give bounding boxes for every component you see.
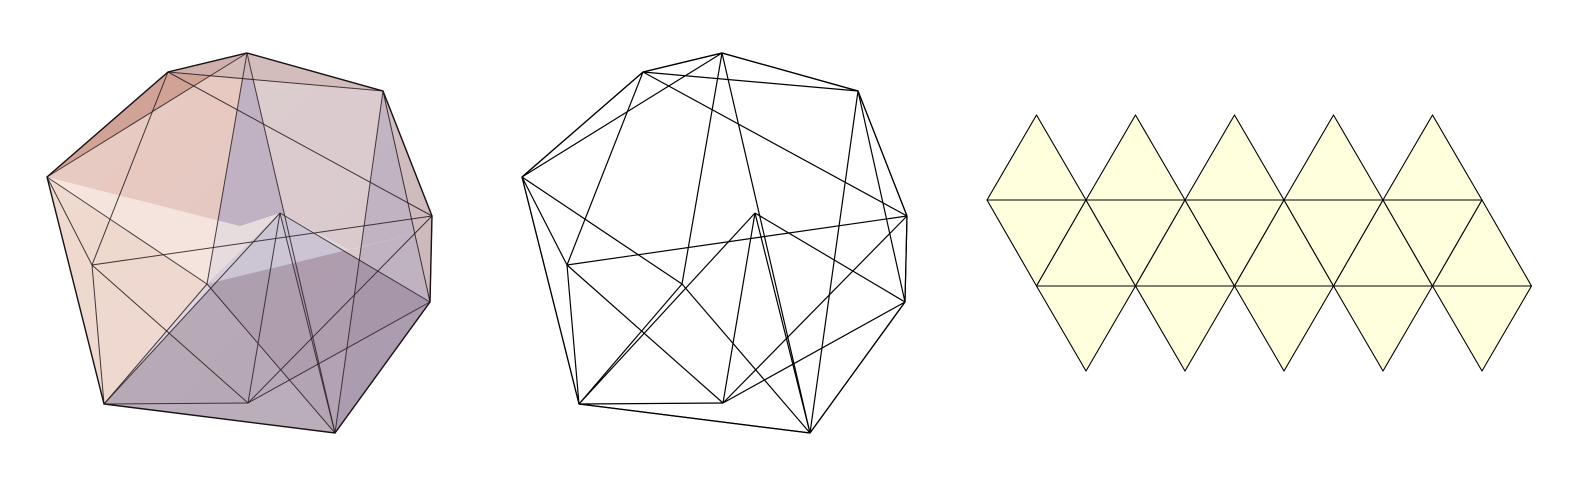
wire-edge (809, 90, 859, 434)
wire-edge (642, 71, 859, 92)
solid-edge (279, 212, 431, 303)
solid-edge (91, 71, 169, 266)
solid-edge (91, 264, 105, 405)
wire-edge (754, 212, 811, 434)
wire-edge (566, 215, 908, 266)
net-triangle (1035, 285, 1137, 372)
wire-edge (566, 264, 580, 405)
front-face (104, 213, 335, 433)
solid-edge (103, 212, 281, 405)
wire-edge (681, 52, 723, 285)
solid-edge (247, 301, 431, 404)
wire-edge (722, 301, 906, 404)
front-face (47, 177, 207, 404)
wire-edge (721, 52, 811, 434)
net-triangle (1184, 114, 1285, 201)
icosahedron-net (986, 114, 1533, 372)
wireframe-icosahedron (521, 52, 908, 434)
wire-edge (521, 176, 683, 285)
net-triangle (1382, 114, 1483, 201)
net-triangle (1332, 285, 1434, 372)
wire-edge (578, 402, 724, 405)
wire-edge (566, 71, 644, 266)
wire-edge (754, 212, 906, 303)
wire-edge (566, 264, 724, 404)
solid-edge (246, 52, 336, 434)
wire-edge (578, 283, 683, 405)
net-triangle (1431, 285, 1533, 372)
solid-edge (247, 215, 433, 404)
solid-edge (206, 283, 336, 434)
wire-edge (722, 215, 908, 404)
solid-edge (103, 402, 249, 405)
wire-edge (681, 283, 811, 434)
solid-edge (46, 52, 248, 178)
highlight-face (47, 177, 280, 284)
highlight-face (207, 213, 430, 284)
wire-edge (722, 212, 756, 404)
solid-outline (46, 52, 433, 434)
net-triangle (1085, 114, 1186, 201)
net-triangle (1283, 114, 1384, 201)
solid-edge (206, 52, 248, 285)
solid-edge (247, 212, 281, 404)
wire-edge (521, 176, 568, 266)
wire-edge (857, 90, 906, 303)
solid-edge (382, 90, 431, 303)
solid-edge (46, 176, 93, 266)
wire-edge (642, 71, 908, 217)
wire-edge (578, 212, 756, 405)
front-face (280, 213, 430, 433)
solid-edge (334, 90, 384, 434)
wire-edge (521, 52, 723, 178)
shaded-icosahedron (46, 52, 433, 434)
solid-edge (46, 176, 208, 285)
wire-outline (521, 52, 908, 434)
solid-edge (279, 212, 336, 434)
solid-edge (167, 71, 433, 217)
net-triangle (1134, 285, 1236, 372)
solid-edge (91, 215, 433, 266)
solid-edge (167, 71, 384, 92)
net-triangle (1233, 285, 1335, 372)
solid-edge (91, 264, 249, 404)
net-triangle (986, 114, 1087, 201)
front-face (168, 53, 383, 91)
solid-edge (103, 283, 208, 405)
